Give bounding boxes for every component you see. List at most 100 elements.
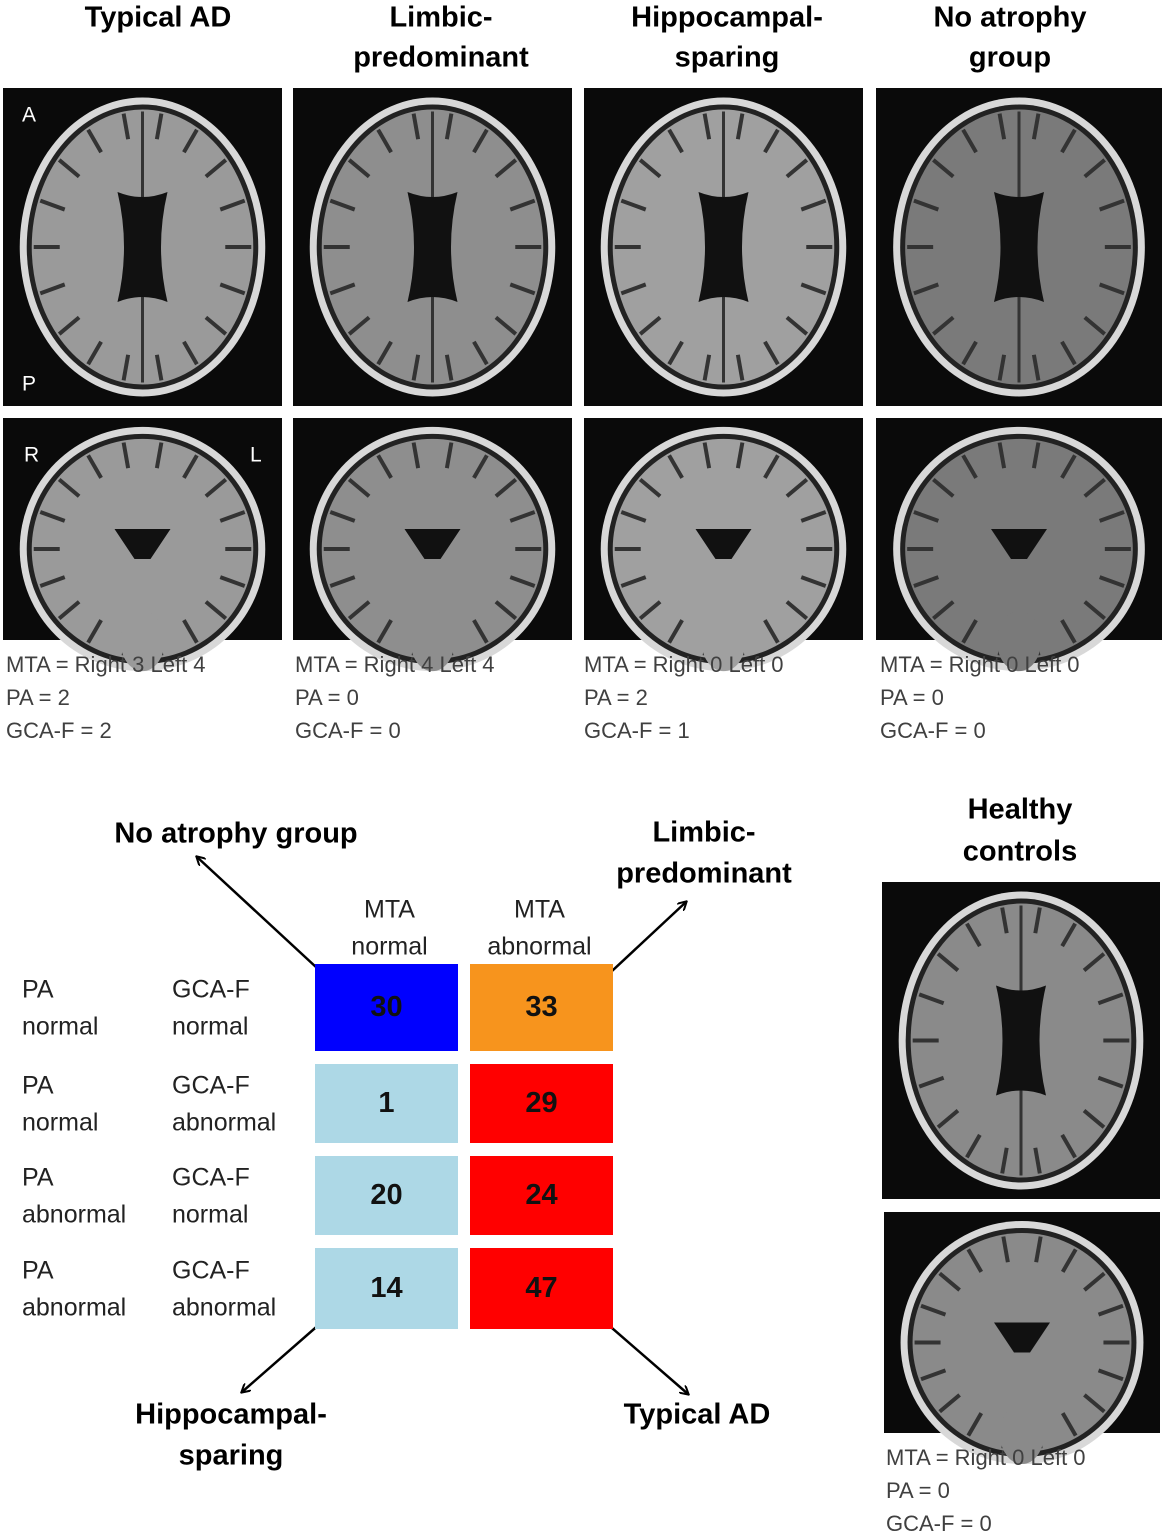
sulcus (39, 510, 66, 523)
column-header: abnormal (487, 932, 592, 961)
arrow-label: sparing (178, 1439, 284, 1472)
sulcus (785, 158, 809, 179)
row-label: abnormal (22, 1200, 127, 1228)
mri-image (882, 882, 1160, 1199)
score-line: MTA = Right 4 Left 4 (295, 652, 495, 677)
sulcus (763, 454, 780, 479)
sulcus (938, 1393, 961, 1414)
sulcus (920, 1368, 947, 1382)
sulcus (1060, 922, 1077, 948)
sulcus (997, 113, 1007, 140)
row-label: PA (22, 1256, 54, 1284)
ventricle (407, 192, 458, 302)
sulcus (219, 575, 246, 588)
sulcus (1083, 1271, 1106, 1292)
sulcus (472, 454, 489, 479)
sulcus (938, 1271, 961, 1292)
row-label: abnormal (172, 1293, 277, 1321)
matrix-cell: 24 (470, 1156, 613, 1235)
sulcus (219, 198, 246, 212)
mri-image (293, 88, 572, 406)
brainstem (997, 611, 1041, 672)
sulcus (1097, 1075, 1124, 1089)
sulcus (620, 198, 647, 212)
mri-image (3, 88, 282, 406)
sulcus (219, 282, 246, 296)
sulcus (667, 128, 684, 154)
ventricle (994, 192, 1044, 302)
sulcus (620, 575, 647, 588)
sulcus (913, 575, 940, 588)
arrow-label: Typical AD (623, 1398, 771, 1431)
ventricle (114, 529, 171, 559)
mri-image (3, 418, 282, 672)
sulcus (154, 113, 164, 140)
brainstem (410, 611, 455, 672)
matrix-cell: 30 (315, 964, 458, 1051)
mri-image (584, 88, 863, 406)
sulcus (121, 113, 131, 140)
panel-title: Healthy (967, 793, 1073, 826)
sulcus (1098, 282, 1125, 296)
row-label: PA (22, 975, 54, 1003)
sulcus (1060, 128, 1077, 154)
orientation-label: R (24, 443, 40, 467)
sulcus (509, 575, 536, 588)
score-line: PA = 0 (886, 1478, 950, 1503)
sulcus (763, 619, 780, 644)
orientation-label: L (250, 443, 262, 467)
sulcus (936, 1109, 960, 1129)
sulcus (182, 128, 199, 154)
sulcus (1060, 1248, 1078, 1273)
sulcus (347, 600, 371, 621)
sulcus (638, 477, 662, 498)
sulcus (154, 442, 164, 469)
sulcus (1060, 1133, 1077, 1159)
score-line: PA = 0 (295, 685, 359, 710)
panel-title: controls (962, 835, 1078, 868)
sulcus (472, 128, 489, 154)
sulcus (667, 619, 684, 644)
sulcus (329, 282, 356, 296)
score-line: PA = 2 (584, 685, 648, 710)
sulcus (785, 600, 809, 621)
sulcus (702, 354, 712, 381)
sulcus (800, 510, 827, 523)
sulcus (1000, 907, 1009, 934)
sulcus (86, 619, 103, 644)
sulcus (376, 340, 393, 366)
sulcus (936, 952, 960, 972)
sulcus (932, 600, 955, 621)
sulcus (57, 315, 81, 336)
sulcus (735, 354, 745, 381)
sulcus (966, 1248, 984, 1273)
sulcus (800, 198, 827, 212)
sulcus (411, 354, 421, 381)
sulcus (961, 128, 978, 154)
sulcus (39, 575, 66, 588)
sulcus (1098, 510, 1125, 523)
sulcus (444, 113, 454, 140)
sulcus (57, 600, 81, 621)
sulcus (1097, 992, 1124, 1006)
panel-title: predominant (353, 41, 529, 74)
sulcus (121, 354, 131, 381)
score-line: GCA-F = 1 (584, 718, 690, 743)
sulcus (1098, 198, 1125, 212)
sulcus (763, 128, 780, 154)
sulcus (918, 1075, 945, 1089)
sulcus (39, 198, 66, 212)
sulcus (667, 340, 684, 366)
sulcus (329, 575, 356, 588)
brainstem (1000, 1404, 1044, 1465)
sulcus (204, 600, 228, 621)
ventricle (698, 192, 749, 302)
sulcus (509, 282, 536, 296)
sulcus (735, 442, 745, 469)
sulcus (86, 128, 103, 154)
brainstem (120, 611, 165, 672)
sulcus (204, 477, 228, 498)
panel-title: Typical AD (84, 1, 232, 34)
sulcus (1000, 1147, 1009, 1174)
sulcus (997, 442, 1007, 469)
